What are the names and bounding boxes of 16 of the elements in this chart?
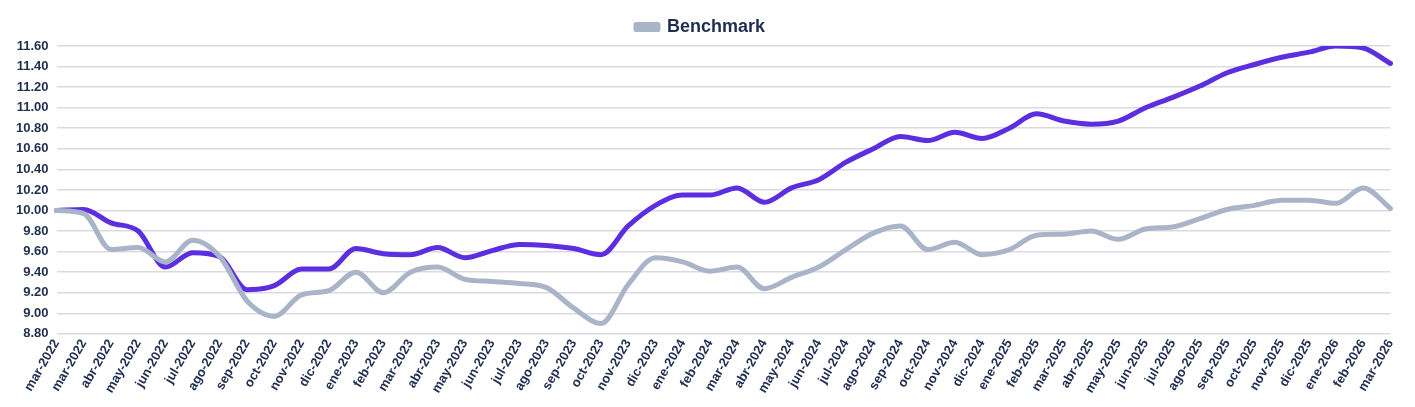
y-tick-label: 11.20 <box>16 78 49 94</box>
y-tick-label: 8.80 <box>23 325 49 341</box>
y-tick-label: 9.60 <box>23 243 49 259</box>
y-tick-label: 11.00 <box>16 99 49 115</box>
y-tick-label: 9.20 <box>23 284 49 300</box>
y-tick-label: 11.40 <box>16 58 49 74</box>
y-tick-label: 9.40 <box>23 263 49 279</box>
y-tick-label: 9.00 <box>23 304 49 320</box>
y-tick-label: 9.80 <box>23 222 49 238</box>
y-tick-label: 10.60 <box>15 140 49 156</box>
y-tick-label: 11.60 <box>16 37 49 53</box>
y-tick-label: 10.80 <box>15 119 49 135</box>
y-tick-label: 10.00 <box>15 202 49 218</box>
legend-label: Benchmark <box>666 15 767 36</box>
y-tick-label: 10.20 <box>15 181 49 197</box>
y-tick-label: 10.40 <box>15 160 49 176</box>
